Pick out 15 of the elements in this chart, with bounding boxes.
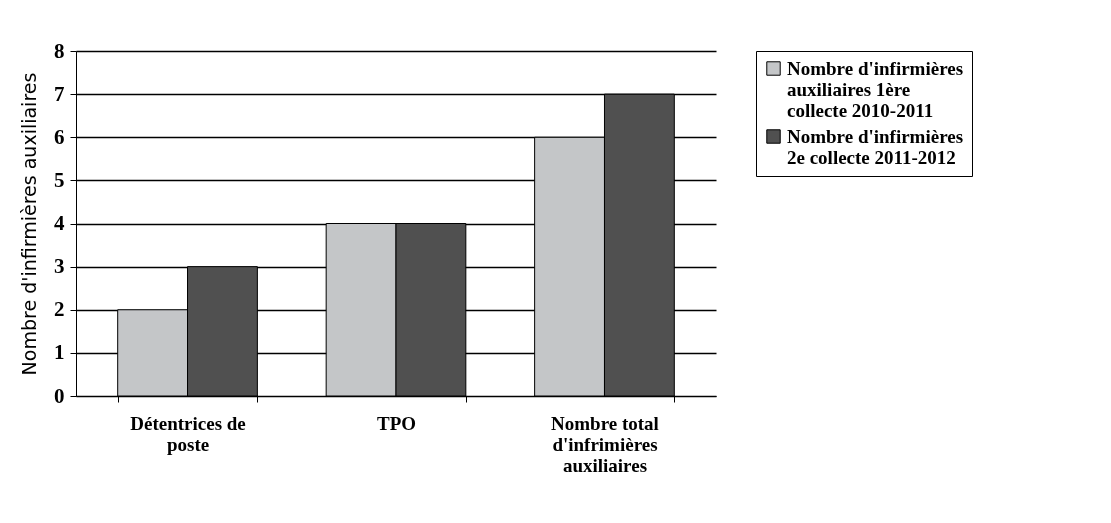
x-tick-label: TPO [376, 412, 417, 434]
y-tick-label: 2 [54, 297, 65, 322]
y-tick-label: 6 [54, 124, 65, 149]
y-tick-label: 5 [54, 167, 65, 192]
y-tick-label: 7 [54, 81, 65, 106]
legend-label: Nombre d'infirmières auxiliaires 1ère collecte 2010-2011 [787, 57, 964, 121]
y-axis-title: Nombre d'infirmières auxiliaires [18, 72, 40, 376]
y-tick-label: 1 [54, 340, 65, 365]
legend-label: Nombre d'infirmières 2e collecte 2011-2012 [787, 125, 964, 168]
y-tick-label: 8 [54, 38, 65, 63]
y-tick-label: 3 [54, 254, 65, 279]
y-tick-label: 0 [54, 383, 65, 408]
y-tick-label: 4 [54, 211, 65, 235]
x-tick-label: Détentrices de poste [130, 412, 246, 455]
x-tick-label: Nombre total d'infrimières auxiliaires [551, 412, 659, 476]
